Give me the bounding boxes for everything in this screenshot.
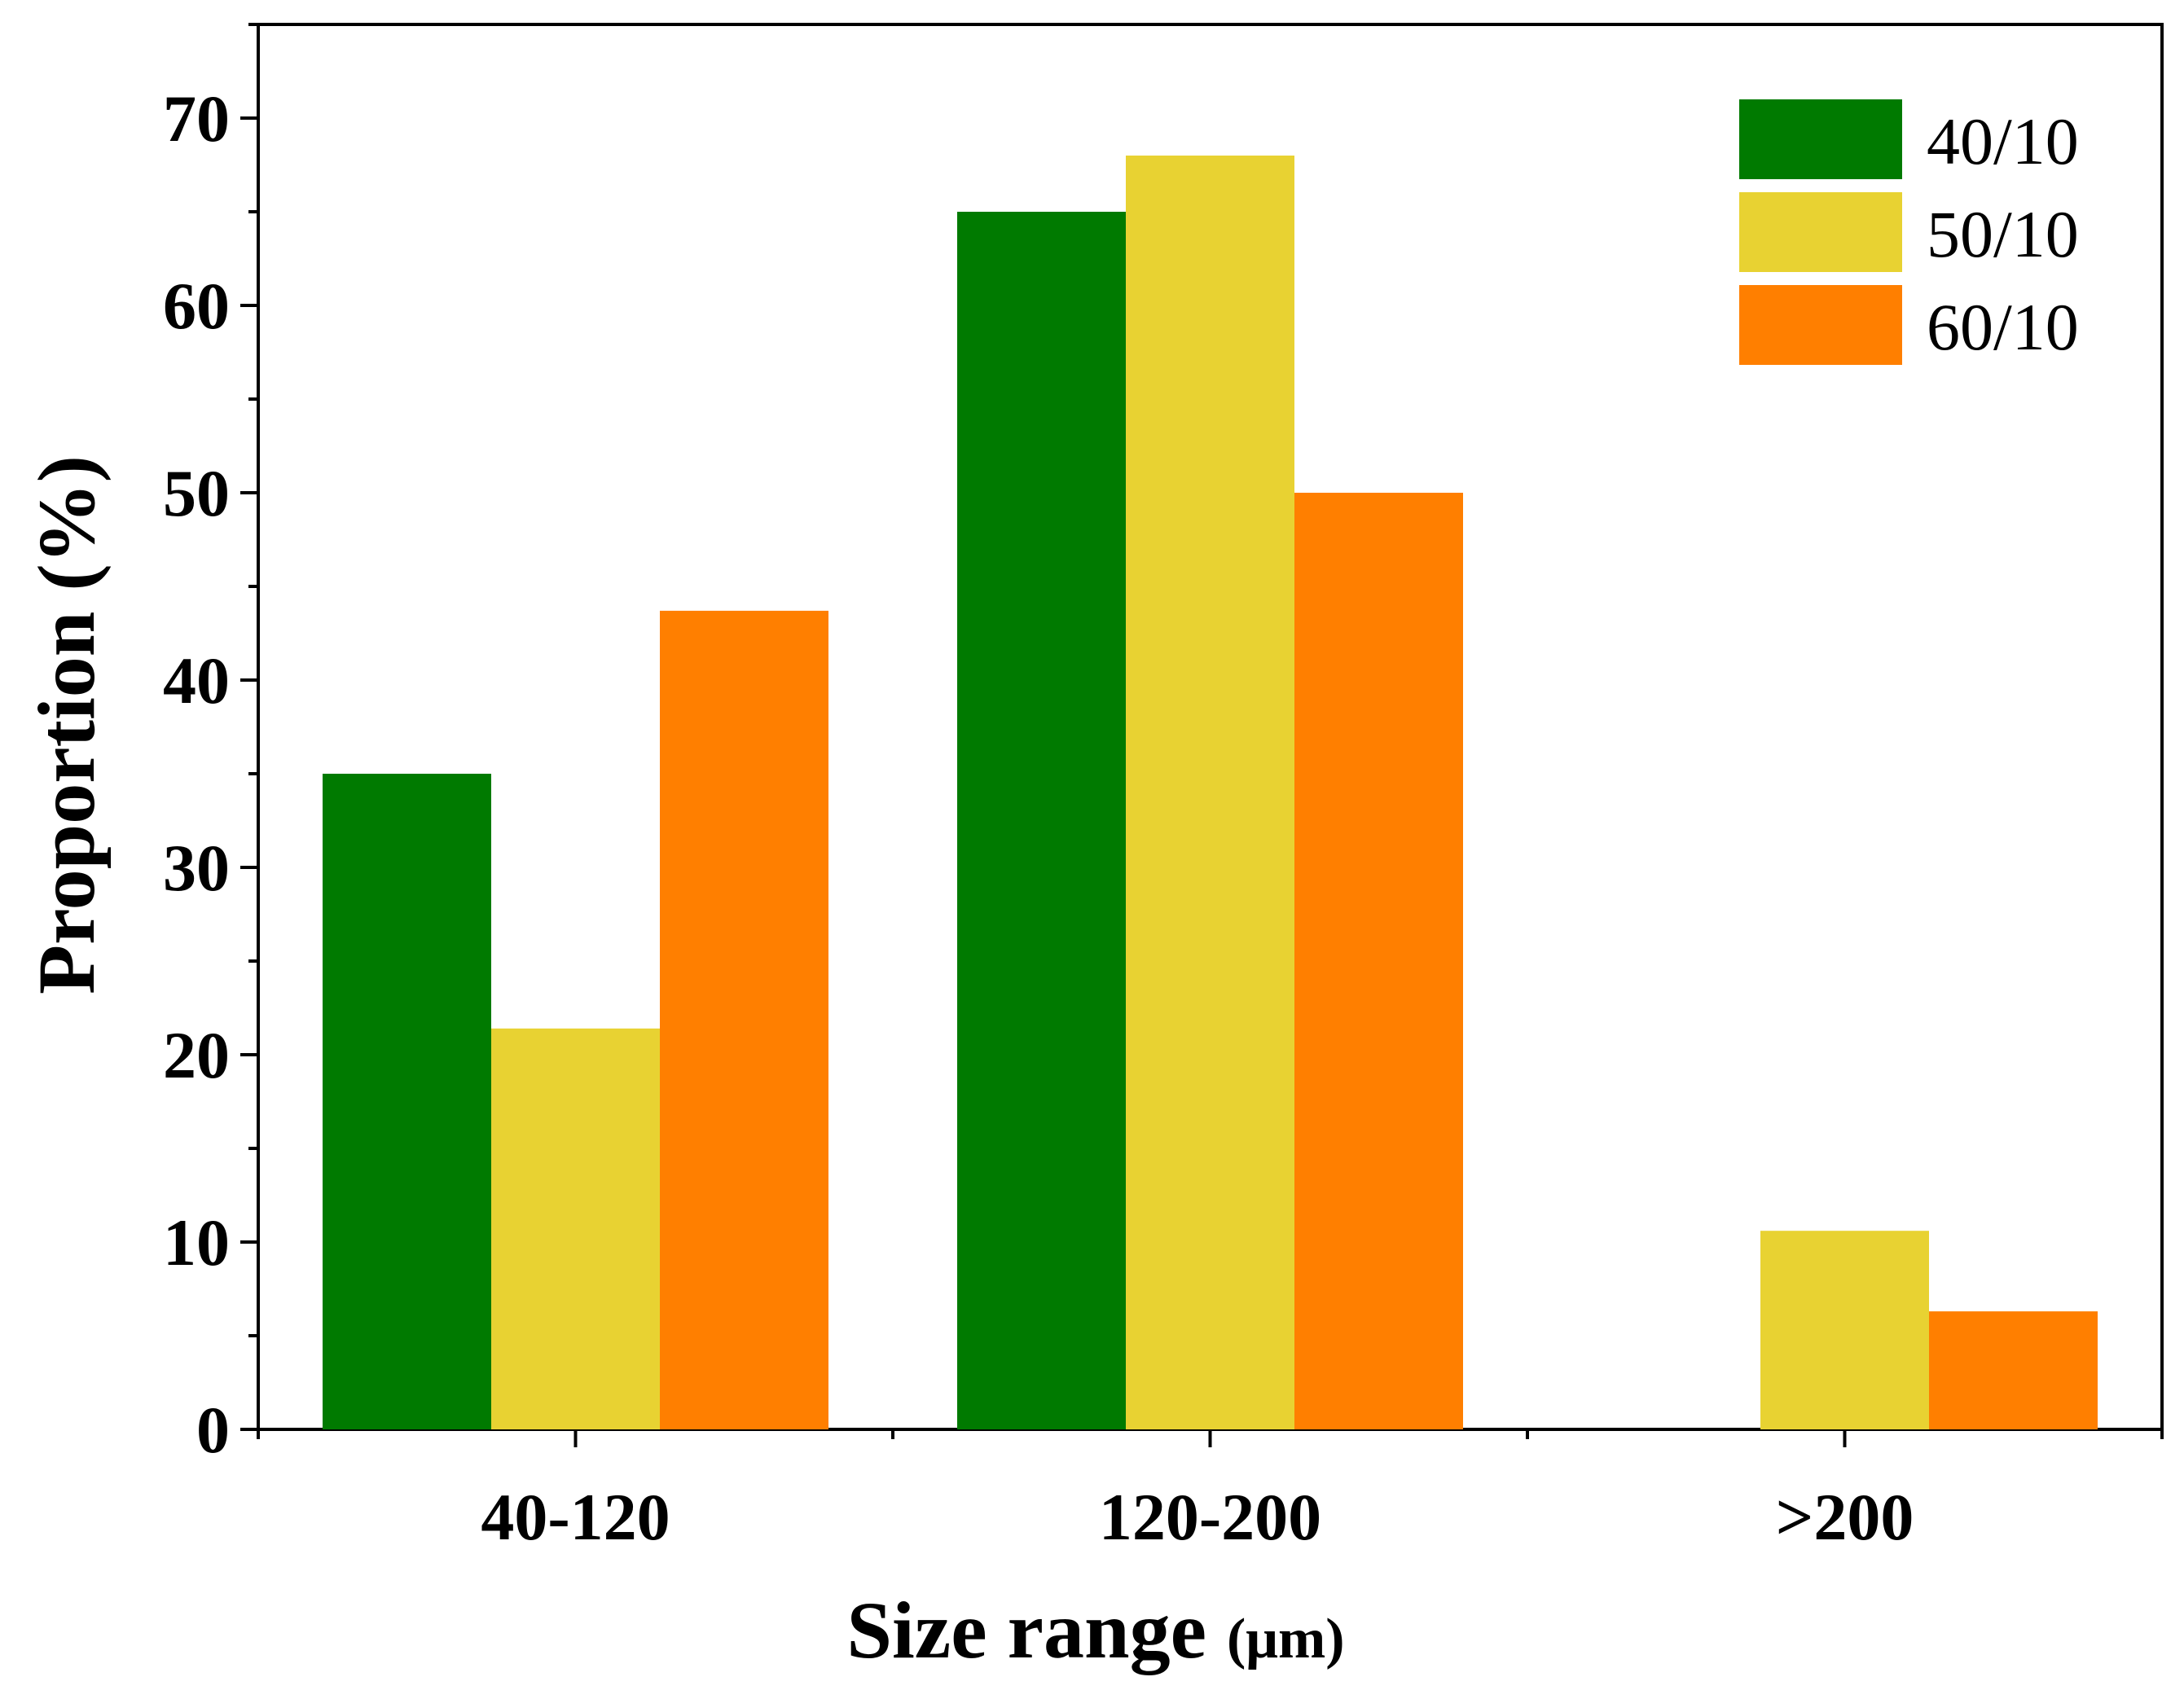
x-tick-label: 40-120 — [481, 1480, 670, 1554]
x-axis-title-text: Size range — [846, 1585, 1206, 1675]
bar-60-10-120-200 — [1294, 493, 1463, 1429]
x-tick-label: 120-200 — [1099, 1480, 1321, 1554]
y-tick-label: 40 — [163, 643, 230, 718]
bar-60-10-40-120 — [660, 610, 828, 1429]
y-tick-label: 0 — [196, 1393, 230, 1467]
bar-50-10-120-200 — [1126, 156, 1294, 1429]
legend-swatch — [1739, 192, 1902, 272]
y-tick-label: 10 — [163, 1205, 230, 1280]
bar-40-10-40-120 — [323, 774, 491, 1429]
legend-swatch — [1739, 99, 1902, 179]
y-axis-title: Proportion (%) — [21, 455, 112, 994]
x-axis: 40-120 120-200 >200 — [257, 1429, 2164, 1554]
x-tick-label: >200 — [1776, 1480, 1914, 1554]
y-tick-label: 20 — [163, 1018, 230, 1092]
y-tick-label: 30 — [163, 831, 230, 905]
bar-50-10-40-120 — [491, 1028, 660, 1429]
x-axis-title-unit: (μm) — [1227, 1608, 1345, 1670]
legend-label: 40/10 — [1927, 104, 2079, 178]
x-axis-title: Size range (μm) — [846, 1585, 1344, 1675]
legend-label: 50/10 — [1927, 197, 2079, 271]
bar-50-10-gt200 — [1760, 1231, 1929, 1429]
y-tick-label: 50 — [163, 456, 230, 530]
bars-group — [323, 156, 2098, 1429]
bar-40-10-120-200 — [957, 212, 1126, 1429]
legend-label: 60/10 — [1927, 290, 2079, 364]
y-tick-label: 70 — [163, 81, 230, 156]
y-tick-label: 60 — [163, 269, 230, 343]
legend: 40/10 50/10 60/10 — [1739, 99, 2079, 365]
legend-swatch — [1739, 285, 1902, 365]
bar-60-10-gt200 — [1929, 1311, 2098, 1429]
y-axis: 0 10 20 30 40 50 60 70 — [163, 23, 258, 1467]
